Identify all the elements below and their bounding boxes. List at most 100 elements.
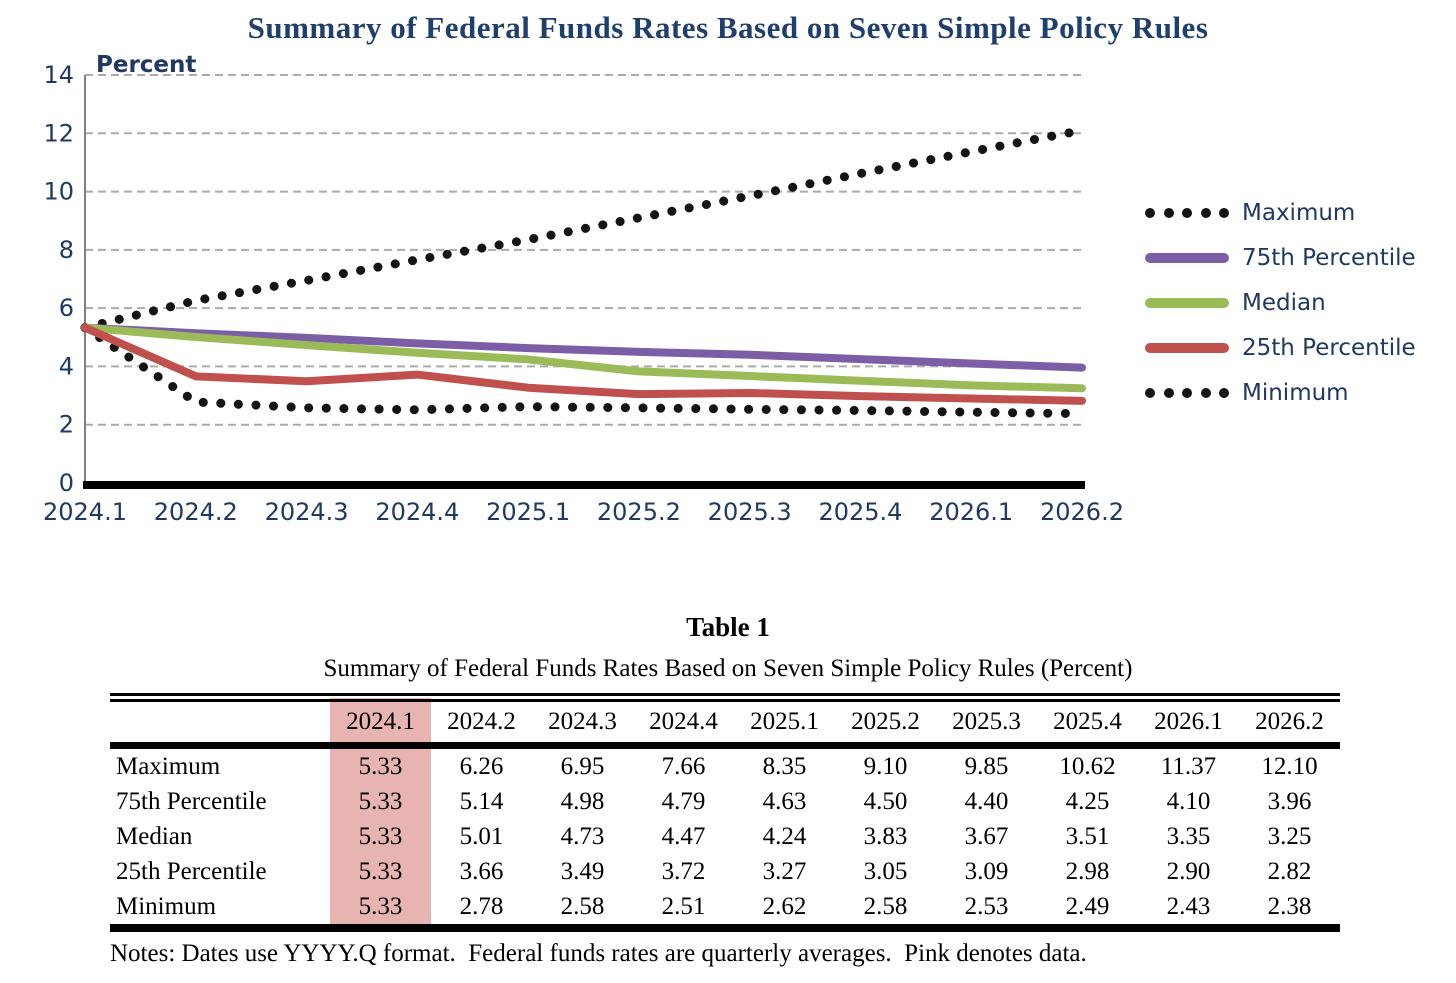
table-cell: 4.47: [661, 822, 706, 850]
table-cell: 4.73: [560, 822, 605, 850]
legend-label: 25th Percentile: [1242, 334, 1416, 361]
table-cell: 9.85: [964, 752, 1009, 780]
y-tick-label: 8: [59, 236, 74, 264]
table-row: 25th Percentile 5.33 3.66 3.49 3.72 3.27 3.05 3…: [110, 854, 1340, 889]
table-cell: 2.43: [1138, 889, 1239, 932]
legend-item-25th-percentile: 25th Percentile: [1145, 325, 1416, 370]
row-label: Minimum: [110, 889, 330, 932]
x-tick-label: 2024.1: [43, 498, 127, 526]
table-cell: 3.49: [560, 857, 605, 885]
table-row: 75th Percentile 5.33 5.14 4.98 4.79 4.63 4.50 4…: [110, 784, 1340, 819]
table-cell: 8.35: [762, 752, 807, 780]
x-tick-label: 2025.1: [486, 498, 570, 526]
x-tick-label: 2025.2: [597, 498, 681, 526]
y-tick-label: 10: [43, 178, 74, 206]
y-tick-label: 0: [59, 469, 74, 497]
solid-line-swatch: [1145, 297, 1229, 308]
column-header: 2024.3: [532, 697, 633, 749]
table-cell: 3.96: [1267, 787, 1312, 815]
table-cell: 3.67: [964, 822, 1009, 850]
table-header: 2024.1 2024.2 2024.3 2024.4 2025.1 2025.2 2025…: [110, 697, 1340, 749]
legend-item-75th-percentile: 75th Percentile: [1145, 235, 1416, 280]
table-cell: 2.58: [532, 889, 633, 932]
legend-dot: [1219, 387, 1229, 398]
table-subtitle: Summary of Federal Funds Rates Based on …: [323, 655, 1133, 682]
table-cell: 3.72: [661, 857, 706, 885]
column-header: 2025.4: [1037, 697, 1138, 749]
table-cell: 2.53: [936, 889, 1037, 932]
x-tick-label: 2024.3: [265, 498, 349, 526]
legend-label: Median: [1242, 289, 1326, 316]
series-25th-percentile: [81, 323, 1086, 405]
rates-table: 2024.1 2024.2 2024.3 2024.4 2025.1 2025.2 2025…: [110, 693, 1340, 932]
table-row: Minimum 5.33 2.78 2.58 2.51 2.62 2.58 2.53 2.49 2…: [110, 889, 1340, 932]
legend-label: Minimum: [1242, 379, 1349, 406]
table-section: Table 1 Summary of Federal Funds Rates B…: [0, 612, 1456, 968]
legend-dot: [1219, 207, 1229, 218]
x-tick-label: 2024.2: [154, 498, 238, 526]
y-tick-label: 6: [59, 294, 74, 322]
table-cell: 3.25: [1267, 822, 1312, 850]
legend-dot: [1200, 207, 1211, 218]
table-body: Maximum 5.33 6.26 6.95 7.66 8.35 9.10 9.85 10.62…: [110, 745, 1340, 932]
solid-line-swatch: [1145, 342, 1229, 353]
table-cell: 5.33: [330, 784, 431, 819]
y-tick-label: 14: [43, 61, 74, 89]
legend-dot: [1145, 387, 1155, 398]
table-cell: 4.98: [560, 787, 605, 815]
legend-dot: [1145, 207, 1155, 218]
table-notes: Notes: Dates use YYYY.Q format. Federal …: [110, 940, 1087, 967]
table-cell: 3.09: [964, 857, 1009, 885]
table-cell: 2.58: [835, 889, 936, 932]
table-cell: 5.14: [459, 787, 504, 815]
table-cell: 4.79: [661, 787, 706, 815]
series-maximum: [80, 125, 1087, 333]
table-cell: 3.35: [1166, 822, 1211, 850]
table-cell: 7.66: [661, 752, 706, 780]
table-cell: 2.78: [431, 889, 532, 932]
table-cell: 10.62: [1059, 752, 1116, 780]
table-cell: 5.33: [330, 854, 431, 889]
x-tick-label: 2026.1: [929, 498, 1013, 526]
table-cell: 5.33: [330, 745, 431, 784]
column-header: 2024.1: [330, 697, 431, 749]
table-row: Maximum 5.33 6.26 6.95 7.66 8.35 9.10 9.85 10.62…: [110, 745, 1340, 784]
legend-item-maximum: Maximum: [1145, 190, 1416, 235]
legend-item-minimum: Minimum: [1145, 370, 1416, 415]
chart-title: Summary of Federal Funds Rates Based on …: [247, 10, 1209, 45]
table-cell: 2.38: [1239, 889, 1340, 932]
x-tick-label: 2026.2: [1040, 498, 1124, 526]
y-tick-label: 2: [59, 411, 74, 439]
table-cell: 4.24: [762, 822, 807, 850]
x-tick-label: 2025.4: [818, 498, 902, 526]
row-label: Median: [116, 822, 193, 850]
y-tick-label: 12: [43, 119, 74, 147]
series-median: [81, 323, 1086, 393]
table-cell: 2.51: [633, 889, 734, 932]
table-cell: 4.40: [964, 787, 1009, 815]
table-cell: 2.49: [1037, 889, 1138, 932]
table-cell: 6.26: [459, 752, 504, 780]
legend-dot: [1200, 387, 1211, 398]
row-label: 25th Percentile: [116, 857, 267, 885]
table-cell: 9.10: [863, 752, 908, 780]
table-row: Median 5.33 5.01 4.73 4.47 4.24 3.83 3.67 3.51 3.…: [110, 819, 1340, 854]
table-cell: 3.51: [1065, 822, 1110, 850]
legend-label: 75th Percentile: [1242, 244, 1416, 271]
table-cell: 2.82: [1267, 857, 1312, 885]
dotted-line-swatch: [1145, 387, 1229, 398]
column-header: 2026.1: [1138, 697, 1239, 749]
legend-dot: [1163, 387, 1174, 398]
series-75th-percentile: [81, 323, 1086, 372]
row-label: 75th Percentile: [116, 787, 267, 815]
chart-legend: Maximum 75th Percentile Median 25th Percent…: [1145, 190, 1416, 415]
legend-dot: [1182, 207, 1192, 218]
column-header: 2024.4: [633, 697, 734, 749]
table-cell: 4.10: [1166, 787, 1211, 815]
y-axis-unit-label: Percent: [96, 52, 197, 78]
table-cell: 5.01: [459, 822, 504, 850]
table-title: Table 1: [686, 612, 770, 642]
table-cell: 3.05: [863, 857, 908, 885]
solid-line-swatch: [1145, 252, 1229, 263]
